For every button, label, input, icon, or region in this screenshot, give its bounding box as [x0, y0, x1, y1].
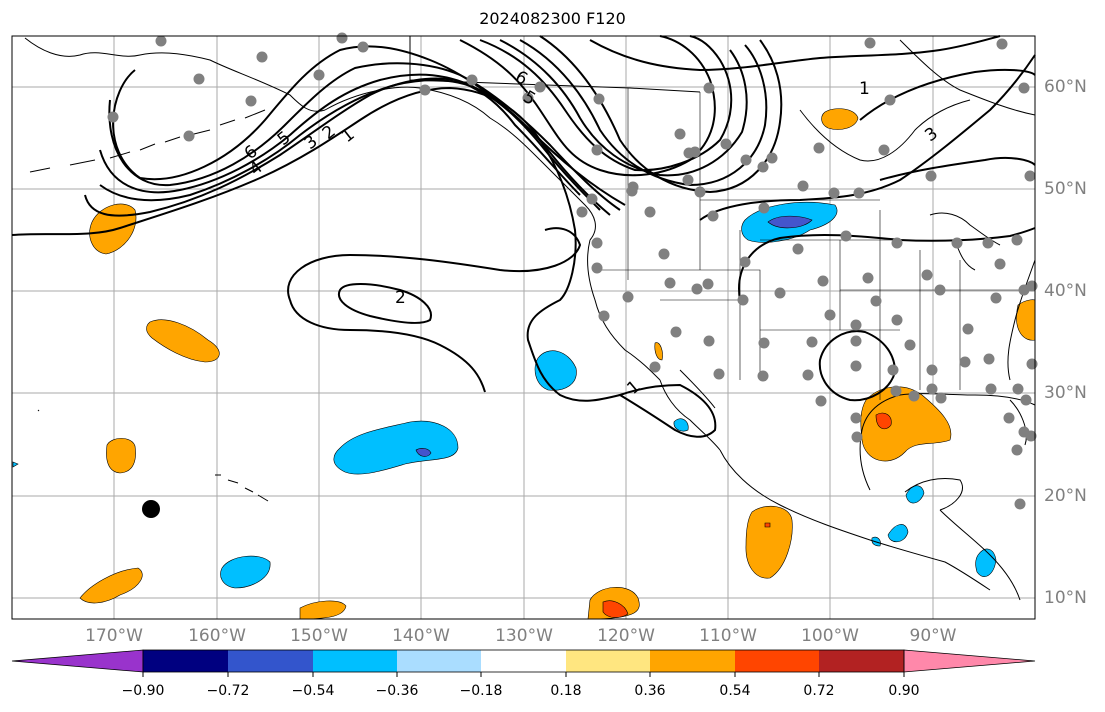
baja-california — [659, 369, 721, 451]
orange-blob-baja — [654, 342, 663, 361]
east-coast — [1007, 259, 1036, 381]
lat-label: 50°N — [1044, 179, 1087, 199]
mexico-west-coast — [719, 449, 991, 591]
orange-blob-central-pacific — [146, 319, 220, 363]
contour-east-1 — [699, 54, 1036, 221]
colorbar — [11, 649, 1036, 677]
orange-blob-hudson — [821, 108, 859, 130]
contour-trough-3 — [499, 39, 748, 177]
colorbar-tick-label: −0.36 — [375, 683, 419, 699]
cyan-blob-mexico-south — [887, 524, 909, 543]
colorbar-tick-label: 0.54 — [719, 683, 751, 699]
orange-blob-south-west — [79, 567, 143, 604]
colorbar-tick-label: −0.72 — [206, 683, 250, 699]
contour-trough-2 — [479, 35, 733, 172]
cyan-blob-pacific — [333, 420, 459, 475]
plot-title: 2024082300 F120 — [479, 9, 626, 28]
gulf-coast — [859, 393, 1036, 491]
contour-ridge-2 — [84, 77, 581, 217]
contours — [11, 35, 1036, 438]
lon-label: 150°W — [290, 626, 348, 646]
yucatan — [904, 478, 963, 511]
red-dot-east-pacific — [764, 522, 771, 528]
contour-ridge-4 — [99, 73, 611, 216]
colorbar-ticks — [142, 672, 905, 677]
colorbar-segment — [650, 650, 735, 672]
contour-inner-2 — [337, 283, 432, 324]
contour-ridge-6 — [112, 45, 626, 206]
colorbar-tick-label: −0.90 — [121, 683, 165, 699]
cyan-blob-tiny-west — [12, 461, 19, 468]
us-west-coast — [587, 239, 661, 381]
lon-label: 90°W — [909, 626, 957, 646]
colorbar-extend-high — [903, 649, 1036, 673]
lat-label: 40°N — [1044, 281, 1087, 301]
lon-label: 120°W — [597, 626, 655, 646]
colorbar-tick-label: −0.54 — [291, 683, 335, 699]
contour-label: 1 — [859, 79, 870, 99]
contour-label: 2 — [395, 288, 406, 308]
contour-closed-2 — [287, 227, 582, 393]
colorbar-segment — [313, 650, 397, 672]
blue-core-rockies — [767, 215, 813, 229]
blue-core-pacific — [415, 448, 432, 457]
colorbar-segment — [143, 650, 228, 672]
contour-ridge-5 — [108, 62, 621, 211]
colorbar-segment — [566, 650, 650, 672]
station-dots — [107, 32, 1038, 510]
colorbar-segment — [228, 650, 313, 672]
florida — [1009, 399, 1027, 446]
lon-label: 110°W — [699, 626, 757, 646]
hudson-bay — [799, 99, 971, 162]
contour-baja — [617, 383, 717, 438]
colorbar-tick-label: 0.18 — [550, 683, 582, 699]
contour-ridge-3 — [99, 79, 601, 211]
lat-label: 10°N — [1044, 588, 1087, 608]
colorbar-tick-label: 0.90 — [888, 683, 920, 699]
lon-label: 100°W — [801, 626, 859, 646]
colorbar-tick-label: −0.18 — [459, 683, 503, 699]
map-frame — [11, 35, 1036, 620]
colorbar-tick-label: 0.72 — [803, 683, 835, 699]
central-america — [939, 509, 1021, 601]
coastlines — [24, 36, 1036, 601]
lat-label: 20°N — [1044, 486, 1087, 506]
cyan-blob-baja — [673, 418, 689, 432]
orange-blob-hawaii-west — [106, 438, 136, 474]
bc-coast — [539, 159, 596, 241]
alaska-coast — [24, 37, 326, 112]
canada-north — [899, 39, 1036, 116]
hawaii-islands — [37, 409, 269, 502]
colorbar-segment — [481, 650, 566, 672]
lon-label: 170°W — [85, 626, 143, 646]
lon-label: 160°W — [188, 626, 246, 646]
lat-label: 30°N — [1044, 383, 1087, 403]
colorbar-segment — [397, 650, 481, 672]
lon-label: 130°W — [495, 626, 553, 646]
lat-label: 60°N — [1044, 77, 1087, 97]
contour-east-3 — [859, 68, 1036, 181]
cyan-blob-south-pacific — [220, 555, 271, 589]
shaded-regions — [12, 108, 1036, 620]
colorbar-outline — [142, 649, 905, 673]
red-core-gulf — [875, 412, 892, 430]
black-marker — [142, 500, 160, 518]
lon-label: 140°W — [392, 626, 450, 646]
colorbar-tick-label: 0.36 — [634, 683, 666, 699]
contour-east-4 — [589, 35, 1001, 72]
red-core-south-120w — [602, 600, 629, 618]
colorbar-segment — [735, 650, 819, 672]
state-borders — [600, 88, 1030, 400]
orange-blob-east-pacific — [745, 505, 793, 579]
alaska-gulf-coast — [324, 86, 541, 161]
colorbar-extend-low — [11, 649, 144, 673]
gridlines — [12, 36, 1035, 619]
colorbar-segment — [819, 650, 904, 672]
